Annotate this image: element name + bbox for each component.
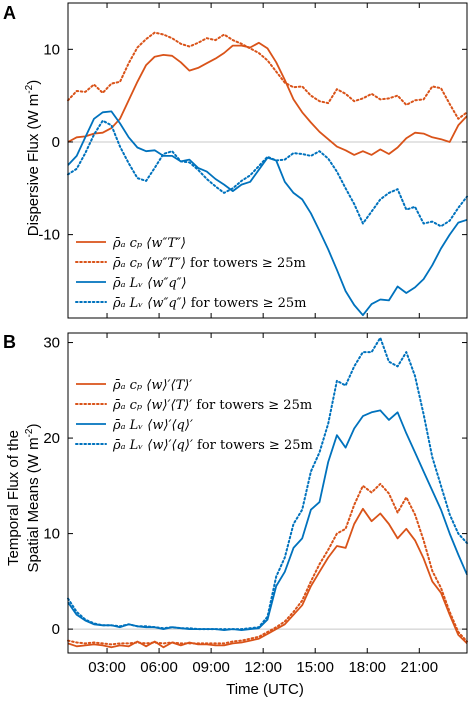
legend-label-a-3: ρ̄ₐ Lᵥ ⟨w″q″⟩ for towers ≥ 25m bbox=[112, 296, 306, 311]
legend-label-a-2: ρ̄ₐ Lᵥ ⟨w″q″⟩ bbox=[112, 276, 187, 291]
panel-a-plot-area: -10 0 10 bbox=[38, 2, 468, 319]
y-tick-label-a-2: 10 bbox=[43, 41, 60, 58]
panel-a-ylabel-sup: -2 bbox=[24, 84, 35, 93]
legend-label-b-3: ρ̄ₐ Lᵥ ⟨w⟩′⟨q⟩′ for towers ≥ 25m bbox=[112, 438, 313, 453]
legend-label-b-0: ρ̄ₐ cₚ ⟨w⟩′⟨T⟩′ bbox=[112, 378, 192, 393]
legend-label-a-1-suffix: for towers ≥ 25m bbox=[186, 256, 306, 271]
legend-label-b-3-suffix: for towers ≥ 25m bbox=[193, 438, 313, 453]
legend-label-a-0: ρ̄ₐ cₚ ⟨w″T″⟩ bbox=[112, 236, 186, 251]
legend-label-a-2-symbol: ρ̄ₐ Lᵥ ⟨w″q″⟩ bbox=[112, 276, 187, 291]
panel-b-ylabel-close: ) bbox=[25, 424, 42, 429]
series-line-b-1 bbox=[67, 482, 468, 646]
panel-a-ylabel-close: ) bbox=[25, 80, 42, 85]
series-line-a-0 bbox=[67, 41, 468, 156]
legend-label-a-1-symbol: ρ̄ₐ cₚ ⟨w″T″⟩ bbox=[112, 256, 186, 271]
y-tick-label-b-1: 10 bbox=[43, 526, 60, 543]
panel-b-legend: ρ̄ₐ cₚ ⟨w⟩′⟨T⟩′ρ̄ₐ cₚ ⟨w⟩′⟨T⟩′ for tower… bbox=[75, 378, 313, 453]
axes-box-b bbox=[67, 332, 468, 654]
y-tick-label-b-2: 20 bbox=[43, 430, 60, 447]
panel-b-label: B bbox=[3, 332, 16, 352]
x-tick-label-0: 03:00 bbox=[88, 659, 126, 676]
legend-label-b-2: ρ̄ₐ Lᵥ ⟨w⟩′⟨q⟩′ bbox=[112, 418, 193, 433]
panel-a-ylabel: Dispersive Flux (W m-2) bbox=[24, 80, 42, 236]
panel-b-ylabel-line1: Temporal Flux of the bbox=[5, 430, 22, 566]
legend-label-b-1: ρ̄ₐ cₚ ⟨w⟩′⟨T⟩′ for towers ≥ 25m bbox=[112, 398, 312, 413]
panel-b-ylabel-text: Spatial Means (W m bbox=[25, 437, 42, 572]
x-tick-label-4: 15:00 bbox=[296, 659, 334, 676]
panel-a-label: A bbox=[3, 3, 16, 23]
y-tick-label-a-0: -10 bbox=[38, 227, 60, 244]
legend-label-a-3-suffix: for towers ≥ 25m bbox=[187, 296, 307, 311]
series-line-b-0 bbox=[67, 507, 468, 649]
series-line-a-1 bbox=[67, 31, 468, 120]
legend-label-a-1: ρ̄ₐ cₚ ⟨w″T″⟩ for towers ≥ 25m bbox=[112, 256, 306, 271]
series-line-b-3 bbox=[67, 336, 468, 631]
panel-a: A Dispersive Flux (W m-2) -10 0 10 ρ̄ₐ cₚ … bbox=[3, 2, 468, 319]
series-line-a-3 bbox=[67, 119, 468, 228]
panel-b: B Temporal Flux of the Spatial Means (W … bbox=[3, 332, 468, 698]
axes-box-a bbox=[67, 2, 468, 319]
panel-b-ylabel-sup: -2 bbox=[24, 428, 35, 437]
panel-a-legend: ρ̄ₐ cₚ ⟨w″T″⟩ρ̄ₐ cₚ ⟨w″T″⟩ for towers ≥ … bbox=[75, 236, 306, 311]
y-tick-label-a-1: 0 bbox=[52, 134, 60, 151]
y-tick-label-b-3: 30 bbox=[43, 335, 60, 352]
panel-a-ylabel-text: Dispersive Flux (W m bbox=[25, 94, 42, 237]
legend-label-b-0-symbol: ρ̄ₐ cₚ ⟨w⟩′⟨T⟩′ bbox=[112, 378, 192, 393]
y-tick-label-b-0: 0 bbox=[52, 621, 60, 638]
legend-label-a-0-symbol: ρ̄ₐ cₚ ⟨w″T″⟩ bbox=[112, 236, 186, 251]
x-tick-label-5: 18:00 bbox=[348, 659, 386, 676]
panel-b-ylabel: Spatial Means (W m-2) bbox=[24, 424, 42, 573]
x-tick-label-2: 09:00 bbox=[192, 659, 230, 676]
legend-label-b-1-suffix: for towers ≥ 25m bbox=[192, 398, 312, 413]
legend-label-b-1-symbol: ρ̄ₐ cₚ ⟨w⟩′⟨T⟩′ bbox=[112, 398, 192, 413]
x-tick-label-3: 12:00 bbox=[244, 659, 282, 676]
x-tick-label-1: 06:00 bbox=[140, 659, 178, 676]
x-tick-label-6: 21:00 bbox=[401, 659, 439, 676]
panel-b-plot-area: 0 10 20 30 03:00 06:00 09:00 12:00 15:00 18:00 21:… bbox=[43, 332, 468, 676]
x-axis-label: Time (UTC) bbox=[226, 681, 304, 698]
legend-label-b-2-symbol: ρ̄ₐ Lᵥ ⟨w⟩′⟨q⟩′ bbox=[112, 418, 193, 433]
legend-label-b-3-symbol: ρ̄ₐ Lᵥ ⟨w⟩′⟨q⟩′ bbox=[112, 438, 193, 453]
legend-label-a-3-symbol: ρ̄ₐ Lᵥ ⟨w″q″⟩ bbox=[112, 296, 187, 311]
